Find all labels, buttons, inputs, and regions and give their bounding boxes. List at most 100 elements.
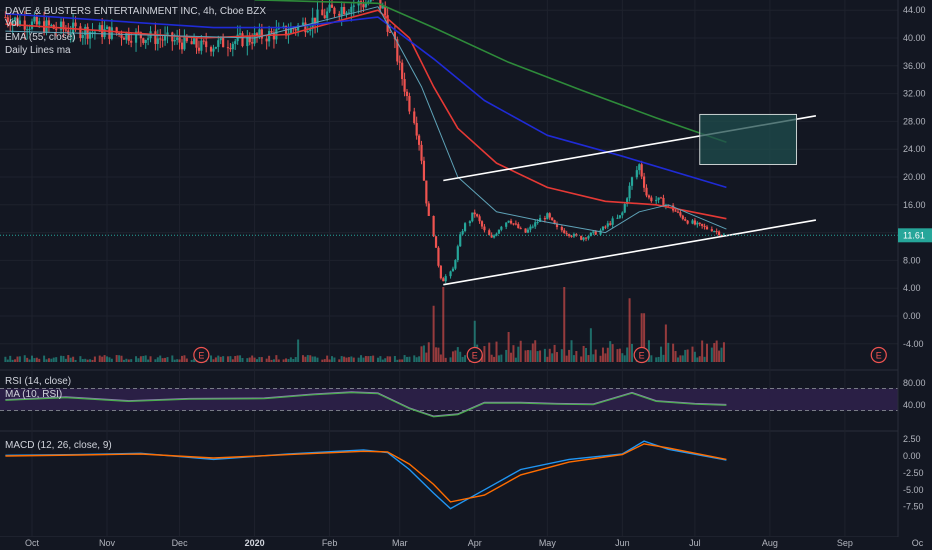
volume-bar	[321, 359, 324, 362]
candle-body	[584, 237, 588, 239]
volume-bar	[285, 358, 288, 362]
volume-bar	[384, 358, 387, 362]
candle-body	[647, 195, 651, 198]
candle-body	[130, 40, 133, 43]
candle-body	[403, 79, 406, 92]
volume-bar	[9, 355, 12, 362]
earnings-marker-circle	[466, 346, 483, 364]
time-tick-label: May	[539, 538, 557, 548]
candle-body	[698, 222, 701, 224]
candle-body	[192, 38, 196, 45]
candle-body	[701, 223, 704, 226]
candle-body	[720, 235, 723, 237]
candle-body	[717, 231, 721, 236]
volume-bar	[703, 356, 706, 362]
candle-body	[120, 33, 123, 38]
candle-body	[197, 47, 201, 51]
candle-body	[333, 7, 336, 14]
volume-bar	[47, 358, 50, 362]
candle-body	[459, 234, 462, 247]
candle-body	[388, 31, 392, 33]
volume-bar	[575, 351, 578, 362]
candle-body	[710, 229, 713, 232]
earnings-marker-label: E	[198, 351, 204, 361]
candle-body	[456, 246, 459, 261]
candle-body	[246, 35, 249, 47]
volume-bar	[347, 357, 350, 362]
volume-bar	[667, 342, 670, 362]
volume-bar	[282, 359, 285, 362]
volume-bar	[676, 357, 679, 362]
candle-body	[686, 220, 689, 224]
candle-body	[606, 223, 609, 227]
volume-bar	[33, 358, 36, 362]
candle-body	[422, 160, 426, 181]
candle-body	[478, 216, 481, 222]
volume-bar	[456, 347, 459, 362]
candle-body	[393, 31, 397, 40]
volume-bar	[585, 347, 588, 362]
volume-bar	[50, 358, 53, 362]
candle-body	[69, 33, 72, 35]
volume-bar	[115, 355, 118, 362]
volume-bar	[268, 355, 271, 362]
candle-body	[115, 27, 118, 34]
candle-body	[294, 29, 297, 31]
candle-body	[79, 26, 82, 39]
candle-body	[693, 220, 697, 225]
volume-bar	[139, 356, 142, 362]
candle-body	[144, 39, 147, 43]
price-axis-bg	[898, 0, 932, 550]
candle-body	[638, 164, 641, 171]
volume-bar	[437, 347, 440, 362]
volume-bar	[11, 359, 14, 362]
candle-body	[260, 29, 263, 39]
candle-body	[340, 6, 343, 16]
volume-bar	[582, 345, 585, 362]
volume-bar	[343, 356, 346, 362]
time-tick-label: Nov	[99, 538, 116, 548]
candle-body	[180, 42, 184, 50]
volume-bar	[258, 357, 261, 362]
volume-legend: Vol	[5, 18, 19, 29]
volume-bar	[493, 356, 496, 362]
macd-legend: MACD (12, 26, close, 9)	[5, 440, 112, 451]
moving-averages	[5, 0, 727, 234]
candle-body	[171, 32, 174, 42]
volume-bar	[64, 358, 67, 362]
volume-bar	[287, 359, 290, 362]
volume-bar	[592, 354, 595, 362]
last-price-label: 11.61	[903, 230, 925, 240]
volume-bar	[386, 356, 389, 362]
volume-bar	[403, 355, 406, 362]
earnings-marker-circle	[633, 346, 650, 364]
price-tick-label: -4.00	[903, 339, 924, 349]
volume-bar	[698, 356, 701, 362]
candle-body	[536, 221, 539, 223]
time-tick-label: Feb	[322, 538, 338, 548]
volume-bar	[490, 354, 493, 362]
candle-body	[98, 25, 101, 32]
volume-bar	[618, 348, 621, 362]
volume-bar	[495, 341, 498, 362]
volume-bar	[529, 350, 532, 362]
candle-body	[212, 48, 215, 52]
candle-body	[398, 61, 401, 63]
volume-bar	[333, 357, 336, 362]
candle-body	[297, 25, 300, 31]
volume-bar	[451, 351, 454, 362]
candle-body	[62, 21, 65, 30]
price-tick-label: 40.00	[903, 33, 926, 43]
candle-body	[640, 164, 643, 177]
candle-body	[330, 4, 334, 8]
volume-bar	[507, 332, 510, 362]
volume-bar	[553, 344, 556, 362]
volume-bar	[316, 357, 319, 362]
candle-body	[599, 230, 602, 235]
candle-body	[425, 180, 428, 204]
volume-bar	[422, 345, 425, 362]
volume-bar	[79, 356, 82, 362]
volume-bar	[89, 359, 92, 362]
